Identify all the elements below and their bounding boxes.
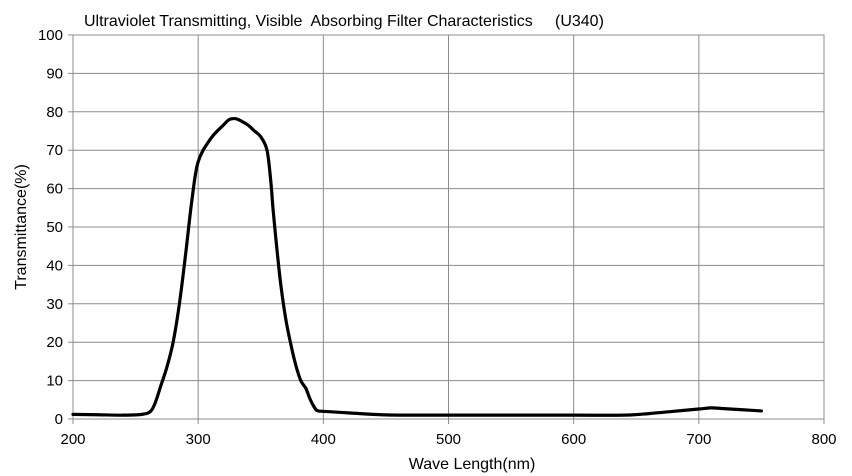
transmittance-curve bbox=[71, 116, 764, 417]
x-axis-label: Wave Length(nm) bbox=[409, 456, 536, 473]
y-tick-label: 30 bbox=[46, 296, 63, 313]
plot-area-frame bbox=[72, 34, 825, 420]
x-tick-label: 300 bbox=[186, 431, 211, 448]
y-tick-label: 0 bbox=[55, 411, 63, 428]
series-lines bbox=[71, 116, 764, 417]
y-tick-label: 10 bbox=[46, 373, 63, 390]
y-tick-label: 60 bbox=[46, 181, 63, 198]
y-tick-label: 80 bbox=[46, 104, 63, 121]
y-tick-label: 70 bbox=[46, 142, 63, 159]
x-tick-label: 700 bbox=[686, 431, 711, 448]
y-tick-label: 100 bbox=[38, 27, 63, 44]
y-tick-label: 20 bbox=[46, 334, 63, 351]
x-tick-label: 200 bbox=[60, 431, 85, 448]
x-tick-label: 400 bbox=[311, 431, 336, 448]
y-tick-label: 90 bbox=[46, 65, 63, 82]
x-tick-label: 600 bbox=[561, 431, 586, 448]
y-axis-label: Transmittance(%) bbox=[13, 164, 30, 290]
y-axis-ticks: 0 10 20 30 40 50 60 70 80 90 100 bbox=[38, 27, 63, 428]
chart-title: Ultraviolet Transmitting, Visible Absorb… bbox=[84, 13, 604, 30]
y-tick-label: 50 bbox=[46, 219, 63, 236]
x-axis-ticks: 200 300 400 500 600 700 800 bbox=[60, 431, 836, 448]
y-tick-label: 40 bbox=[46, 257, 63, 274]
x-tick-label: 800 bbox=[811, 431, 836, 448]
x-tick-label: 500 bbox=[436, 431, 461, 448]
